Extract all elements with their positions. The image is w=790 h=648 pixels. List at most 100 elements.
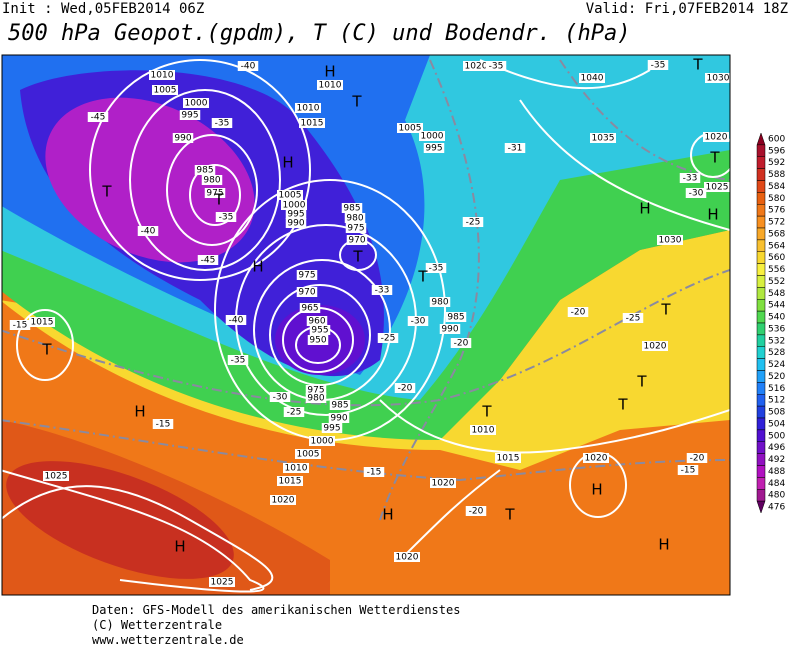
label-box <box>328 413 350 423</box>
colorbar-swatch <box>756 251 766 264</box>
contour-label: 980 <box>431 298 448 308</box>
contour-label: 990 <box>441 325 458 335</box>
colorbar-label: 564 <box>768 241 785 251</box>
colorbar-swatch <box>756 346 766 359</box>
label-box <box>137 226 159 236</box>
contour-label: -15 <box>156 420 171 430</box>
label-box <box>295 449 321 459</box>
label-box <box>377 333 399 343</box>
contour-label: 995 <box>323 424 340 434</box>
contour-label: 1000 <box>421 132 444 142</box>
isobar <box>2 485 274 591</box>
label-box <box>463 61 489 71</box>
colorbar-label: 528 <box>768 348 785 358</box>
pressure-center: T <box>41 341 52 359</box>
contour-label: 1000 <box>185 99 208 109</box>
colorbar-label: 592 <box>768 158 785 168</box>
contour-label: -40 <box>141 227 156 237</box>
contour-label: 975 <box>206 189 223 199</box>
colorbar-swatch <box>756 477 766 490</box>
label-box <box>296 270 318 280</box>
contour-label: 985 <box>196 166 213 176</box>
label-box <box>204 188 226 198</box>
isotherm <box>2 419 730 482</box>
label-box <box>309 325 331 335</box>
pressure-center: H <box>707 206 718 224</box>
label-box <box>363 467 385 477</box>
label-box <box>622 313 644 323</box>
colorbar-swatch <box>756 358 766 371</box>
pressure-center: H <box>324 63 335 81</box>
contour-label: 995 <box>181 111 198 121</box>
contour-label: 1005 <box>399 124 422 134</box>
pressure-center: T <box>692 56 703 74</box>
contour-label: -30 <box>273 393 288 403</box>
contour-label: 990 <box>330 414 347 424</box>
label-box <box>329 400 351 410</box>
colorbar-label: 516 <box>768 384 785 394</box>
contour-label: -31 <box>508 144 523 154</box>
contour-label: 1040 <box>581 74 604 84</box>
label-box <box>445 312 467 322</box>
contour-label: 965 <box>301 304 318 314</box>
contour-label: -30 <box>689 189 704 199</box>
label-box <box>277 476 303 486</box>
isobar <box>399 469 501 561</box>
label-box <box>215 212 237 222</box>
label-box <box>309 436 335 446</box>
contour-label: 990 <box>287 219 304 229</box>
contour-label: 1020 <box>585 454 608 464</box>
contour-label: 1010 <box>151 71 174 81</box>
label-box <box>194 165 216 175</box>
contour-label: -30 <box>411 317 426 327</box>
label-box <box>269 392 291 402</box>
label-box <box>397 123 423 133</box>
colorbar-swatch <box>756 489 766 502</box>
colorbar-label: 480 <box>768 491 785 501</box>
contour-label: 995 <box>287 210 304 220</box>
label-box <box>590 133 616 143</box>
isobar <box>2 469 265 593</box>
contour-label: 1020 <box>396 553 419 563</box>
pressure-center: T <box>660 301 671 319</box>
contour-label: -45 <box>201 256 216 266</box>
label-box <box>419 131 445 141</box>
colorbar-label: 476 <box>768 503 785 513</box>
colorbar-swatch <box>756 275 766 288</box>
isobar <box>16 309 74 381</box>
contour-label: -35 <box>215 119 230 129</box>
colorbar-swatch <box>756 156 766 169</box>
pressure-center: T <box>351 93 362 111</box>
contour-label: 1025 <box>45 472 68 482</box>
pressure-center: T <box>617 396 628 414</box>
map-frame <box>1 54 731 596</box>
label-box <box>305 393 327 403</box>
colorbar-label: 580 <box>768 194 785 204</box>
colorbar-label: 532 <box>768 336 785 346</box>
label-box <box>211 118 233 128</box>
contour-label: -25 <box>287 408 302 418</box>
contour-label: 1005 <box>279 191 302 201</box>
pressure-center: T <box>636 373 647 391</box>
colorbar-swatch <box>756 132 766 146</box>
label-box <box>179 110 201 120</box>
label-box <box>439 324 461 334</box>
label-box <box>87 112 109 122</box>
label-box <box>295 103 321 113</box>
label-box <box>197 255 219 265</box>
label-box <box>429 297 451 307</box>
label-box <box>394 383 416 393</box>
contour-label: 1030 <box>659 236 682 246</box>
label-box <box>209 577 235 587</box>
init-time: Init : Wed,05FEB2014 06Z <box>2 1 204 17</box>
contour-label: 970 <box>348 236 365 246</box>
label-box <box>299 303 321 313</box>
label-box <box>346 235 368 245</box>
colorbar-swatch <box>756 204 766 217</box>
contour-label: -15 <box>367 468 382 478</box>
colorbar-label: 584 <box>768 182 785 192</box>
label-box <box>270 495 296 505</box>
contour-label: 1025 <box>211 578 234 588</box>
